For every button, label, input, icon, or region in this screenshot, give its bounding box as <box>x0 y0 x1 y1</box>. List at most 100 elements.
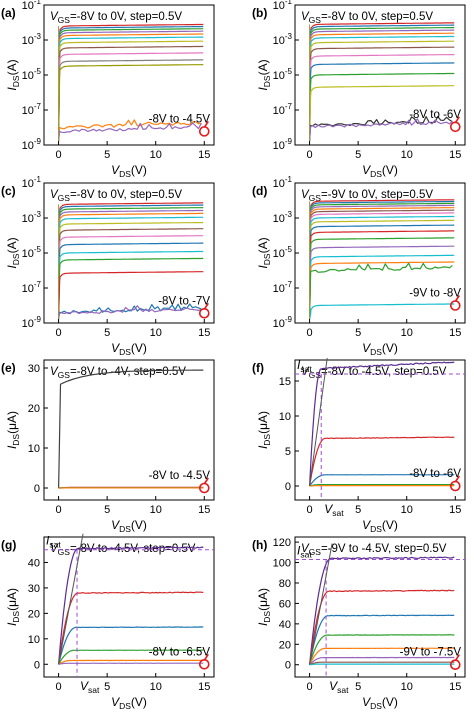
series-line <box>309 436 455 487</box>
isat-label: Isat <box>46 534 61 550</box>
chart-title: VGS=-8V to -4.5V, step=0.5V <box>50 543 196 557</box>
series-line <box>309 22 455 141</box>
x-tick-label: 0 <box>307 504 313 516</box>
panel-label: (g) <box>1 538 16 552</box>
series-line <box>309 72 455 141</box>
annotation-marker-tail <box>203 477 209 485</box>
annotation-text: -8V to -7V <box>158 295 210 307</box>
panel-g: 0 5 10 15 0 10 20 30 40 VDS(V) IDS(μA) (g) VGS=-8V t… <box>1 533 215 711</box>
x-tick-label: 10 <box>150 327 162 339</box>
chart-title: VGS=-8V to -4.5V, step=0.5V <box>301 366 447 380</box>
y-axis-label: IDS(μA) <box>5 411 21 449</box>
x-tick-label: 5 <box>355 149 361 161</box>
y-tick-label: 40 <box>28 557 40 569</box>
chart-title: VGS=-9V to -4.5V, step=0.5V <box>301 543 447 557</box>
series-line <box>58 212 204 319</box>
y-tick-label: 30 <box>28 363 40 375</box>
series-line <box>309 215 455 319</box>
series-line <box>309 62 455 141</box>
series-line <box>58 271 204 319</box>
annotation-marker-tail <box>454 654 460 662</box>
series-line <box>309 204 455 319</box>
series-line <box>58 204 204 319</box>
series-line <box>309 27 455 141</box>
series-line <box>309 614 455 665</box>
x-tick-label: 0 <box>307 681 313 693</box>
series-line <box>309 262 453 319</box>
y-tick-label: 80 <box>279 578 291 590</box>
chart-title: VGS=-8V to 0V, step=0.5V <box>50 11 182 25</box>
series-line <box>58 23 204 141</box>
panel-label: (c) <box>1 184 16 198</box>
x-tick-label: 0 <box>307 149 313 161</box>
series-line <box>309 663 455 666</box>
series-line <box>309 484 455 487</box>
y-tick-label: 10-1 <box>273 175 293 190</box>
series-line <box>309 556 455 665</box>
y-tick-label: 0 <box>34 659 40 671</box>
series-line <box>58 250 204 319</box>
x-axis-label: VDS(V) <box>111 163 147 179</box>
y-tick-label: 40 <box>279 619 291 631</box>
x-tick-label: 15 <box>198 149 210 161</box>
series-line <box>309 647 455 665</box>
y-tick-label: 10-9 <box>22 137 42 152</box>
series-line <box>309 230 455 319</box>
y-tick-label: 10 <box>28 443 40 455</box>
series-line <box>309 656 455 666</box>
series-line <box>309 24 455 141</box>
x-tick-label: 5 <box>355 681 361 693</box>
series-line <box>309 237 455 319</box>
series-line <box>58 25 204 141</box>
panel-d: 0 5 10 15 10-9 10-7 10-5 10-3 10-1 VDS(V) IDS(A) (d… <box>252 175 466 357</box>
x-tick-label: 10 <box>150 504 162 516</box>
x-tick-label: 10 <box>401 327 413 339</box>
y-axis-label: IDS(μA) <box>256 588 272 626</box>
x-axis-label: VDS(V) <box>111 518 147 534</box>
chart-title: VGS=-9V to 0V, step=0.5V <box>301 189 433 203</box>
x-tick-label: 15 <box>198 327 210 339</box>
x-tick-label: 10 <box>401 681 413 693</box>
x-tick-label: 15 <box>198 681 210 693</box>
y-tick-label: 120 <box>273 537 291 549</box>
x-tick-label: 5 <box>104 149 110 161</box>
y-tick-label: 10-7 <box>22 102 42 117</box>
series-line <box>309 207 455 319</box>
plot-frame <box>294 359 466 501</box>
annotation-marker <box>198 658 210 670</box>
series-line <box>58 216 204 319</box>
annotation-marker <box>449 121 461 133</box>
series-line <box>58 369 204 489</box>
tangent-line <box>58 533 84 665</box>
series-line <box>309 29 455 141</box>
x-axis-label: VDS(V) <box>362 695 398 711</box>
series-line <box>58 228 204 319</box>
annotation-text: -9V to -8V <box>409 288 461 300</box>
series-line <box>309 202 455 319</box>
series-line <box>58 64 204 141</box>
series-line <box>58 649 204 665</box>
annotation-text: -8V to -6.5V <box>149 646 211 658</box>
chart-title: VGS=-8V to 0V, step=0.5V <box>301 11 433 25</box>
annotation-text: -9V to -7.5V <box>400 647 462 659</box>
y-tick-label: 10-5 <box>273 67 293 82</box>
x-axis-label: VDS(V) <box>362 341 398 357</box>
annotation-text: -8V to -4.5V <box>149 470 211 482</box>
vsat-label: Vsat <box>324 502 344 518</box>
x-tick-label: 0 <box>56 504 62 516</box>
y-tick-label: 10 <box>279 411 291 423</box>
series-line <box>309 40 455 141</box>
annotation-marker <box>198 126 210 137</box>
y-tick-label: 60 <box>279 598 291 610</box>
x-tick-label: 15 <box>449 149 461 161</box>
panel-label: (a) <box>1 6 16 20</box>
x-tick-label: 15 <box>198 504 210 516</box>
series-line <box>309 32 455 141</box>
x-tick-label: 10 <box>150 681 162 693</box>
series-line <box>309 303 455 319</box>
series-line <box>309 212 455 319</box>
y-tick-label: 10-5 <box>22 245 42 260</box>
annotation-marker-tail <box>454 475 460 483</box>
panel-label: (e) <box>1 361 16 375</box>
series-line <box>309 200 455 319</box>
